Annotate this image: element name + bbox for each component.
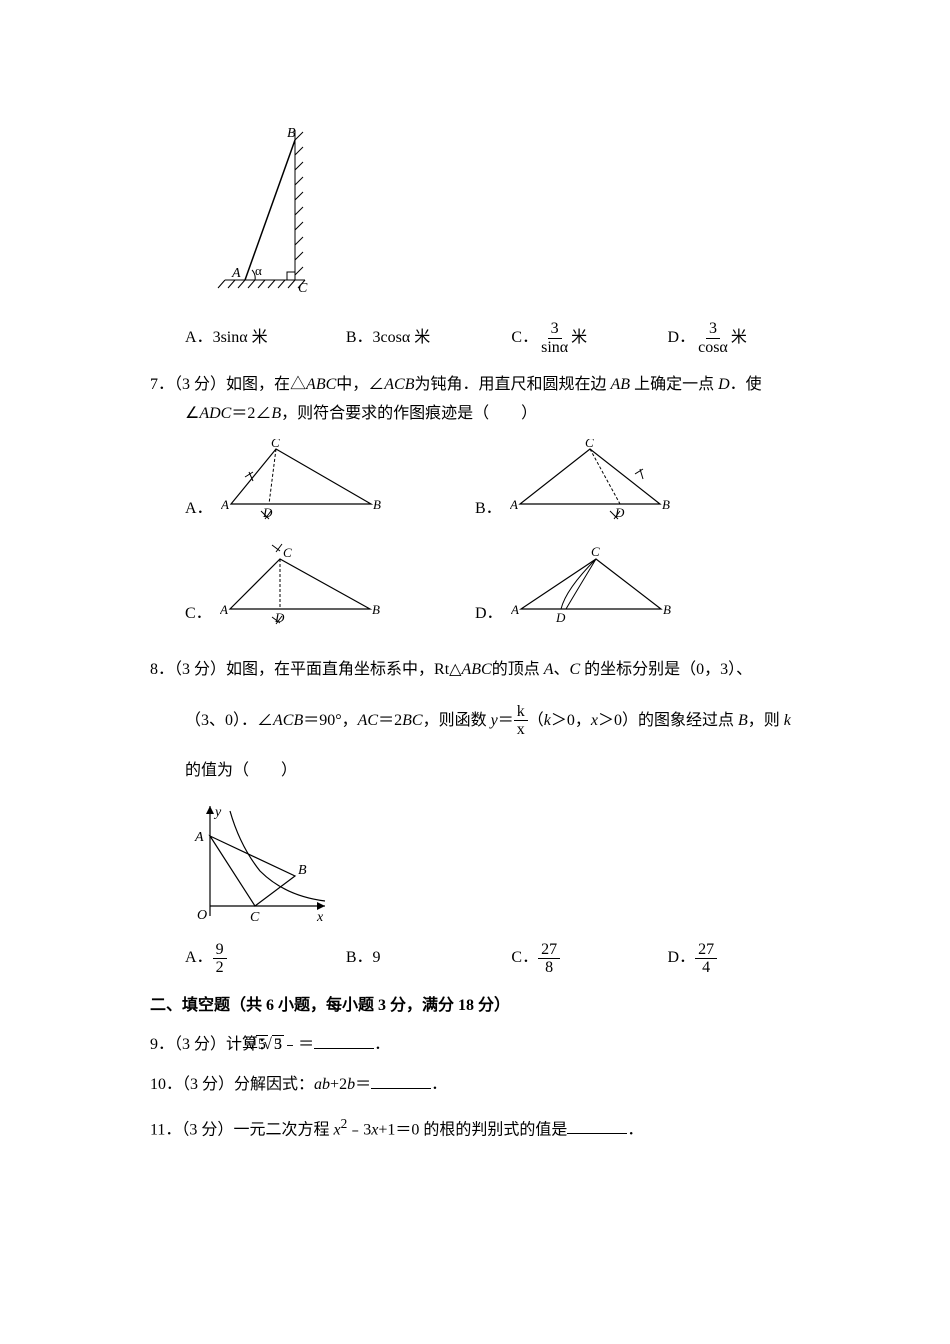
q8-text-line3: 的值为（ ） bbox=[150, 757, 800, 786]
opt-text: 3cosα 米 bbox=[373, 324, 431, 353]
svg-text:C: C bbox=[585, 439, 594, 450]
svg-text:O: O bbox=[197, 908, 207, 923]
triangle-d-svg: A B C D bbox=[511, 544, 671, 629]
svg-text:C: C bbox=[271, 439, 280, 450]
q9-text: 9．（3 分）计算：35﹣5＝． bbox=[150, 1031, 800, 1060]
answer-blank bbox=[371, 1088, 431, 1089]
answer-blank bbox=[567, 1133, 627, 1134]
fraction: 3 sinα bbox=[538, 320, 571, 356]
q6-option-b: B． 3cosα 米 bbox=[346, 324, 512, 353]
question-8: 8．（3 分）如图，在平面直角坐标系中，Rt△ABC的顶点 A、C 的坐标分别是… bbox=[150, 656, 800, 977]
svg-text:D: D bbox=[614, 505, 625, 520]
opt-label: B． bbox=[346, 944, 373, 973]
q7-fig-c: C． A B C D bbox=[185, 539, 475, 629]
section-2-header: 二、填空题（共 6 小题，每小题 3 分，满分 18 分） bbox=[150, 992, 800, 1021]
ladder-figure-svg: A B C α bbox=[210, 120, 320, 300]
svg-text:B: B bbox=[287, 126, 296, 141]
q7-figure-grid: A． A B C D B． A B C D bbox=[185, 439, 800, 644]
svg-text:x: x bbox=[316, 910, 324, 925]
svg-text:B: B bbox=[662, 497, 670, 512]
fraction: 9 2 bbox=[213, 941, 227, 977]
q8-options: A． 9 2 B． 9 C． 27 8 D． 27 4 bbox=[185, 941, 800, 977]
svg-text:A: A bbox=[221, 497, 229, 512]
q7-fig-b: B． A B C D bbox=[475, 439, 765, 524]
q8-option-b: B． 9 bbox=[346, 944, 512, 973]
q7-text-line1: 7．（3 分）如图，在△ABC中，∠ACB为钝角．用直尺和圆规在边 AB 上确定… bbox=[150, 371, 800, 400]
answer-blank bbox=[314, 1048, 374, 1049]
unit: 米 bbox=[571, 324, 587, 353]
q8-text-line2: （3、0）．∠ACB＝90°，AC＝2BC，则函数 y＝kx（k＞0，x＞0）的… bbox=[150, 703, 800, 739]
q7-text-line2: ∠ADC＝2∠B，则符合要求的作图痕迹是（ ） bbox=[150, 400, 800, 429]
opt-label: B． bbox=[346, 324, 373, 353]
question-9: 9．（3 分）计算：35﹣5＝． bbox=[150, 1031, 800, 1060]
q6-figure: A B C α bbox=[210, 120, 800, 300]
svg-text:D: D bbox=[262, 505, 273, 520]
fraction: 27 8 bbox=[538, 941, 560, 977]
svg-text:C: C bbox=[250, 910, 260, 925]
triangle-a-svg: A B C D bbox=[221, 439, 381, 524]
svg-text:B: B bbox=[663, 602, 671, 617]
q6-option-d: D． 3 cosα 米 bbox=[668, 320, 800, 356]
svg-text:y: y bbox=[213, 805, 222, 820]
svg-text:A: A bbox=[511, 602, 519, 617]
svg-text:A: A bbox=[510, 497, 518, 512]
svg-text:A: A bbox=[194, 830, 204, 845]
question-11: 11．（3 分）一元二次方程 x2﹣3x+1＝0 的根的判别式的值是． bbox=[150, 1112, 800, 1145]
q8-option-c: C． 27 8 bbox=[511, 941, 667, 977]
q8-text-line1: 8．（3 分）如图，在平面直角坐标系中，Rt△ABC的顶点 A、C 的坐标分别是… bbox=[150, 656, 800, 685]
q6-option-c: C． 3 sinα 米 bbox=[511, 320, 667, 356]
svg-text:D: D bbox=[274, 610, 285, 625]
q6-options: A． 3sinα 米 B． 3cosα 米 C． 3 sinα 米 D． 3 c… bbox=[185, 320, 800, 356]
opt-label: C． bbox=[511, 944, 538, 973]
svg-text:B: B bbox=[298, 863, 307, 878]
svg-text:α: α bbox=[255, 263, 262, 278]
svg-text:C: C bbox=[591, 544, 600, 559]
svg-text:B: B bbox=[372, 602, 380, 617]
opt-label: A． bbox=[185, 944, 213, 973]
q11-text: 11．（3 分）一元二次方程 x2﹣3x+1＝0 的根的判别式的值是． bbox=[150, 1112, 800, 1145]
svg-text:C: C bbox=[298, 281, 308, 296]
q8-figure: y x O A B C bbox=[185, 796, 800, 926]
opt-label: A． bbox=[185, 324, 213, 353]
svg-text:A: A bbox=[220, 602, 228, 617]
opt-label: D． bbox=[668, 944, 696, 973]
opt-label: D． bbox=[668, 324, 696, 353]
svg-text:B: B bbox=[373, 497, 381, 512]
svg-text:D: D bbox=[555, 610, 566, 625]
q8-option-d: D． 27 4 bbox=[668, 941, 800, 977]
question-7: 7．（3 分）如图，在△ABC中，∠ACB为钝角．用直尺和圆规在边 AB 上确定… bbox=[150, 371, 800, 644]
fraction: 27 4 bbox=[695, 941, 717, 977]
fraction: kx bbox=[514, 703, 528, 739]
opt-text: 3sinα 米 bbox=[213, 324, 268, 353]
coordinate-svg: y x O A B C bbox=[185, 796, 335, 926]
q7-fig-a: A． A B C D bbox=[185, 439, 475, 524]
q10-text: 10．（3 分）分解因式：ab+2b＝． bbox=[150, 1071, 800, 1100]
question-10: 10．（3 分）分解因式：ab+2b＝． bbox=[150, 1071, 800, 1100]
svg-text:C: C bbox=[283, 545, 292, 560]
fraction: 3 cosα bbox=[695, 320, 731, 356]
svg-text:A: A bbox=[231, 266, 241, 281]
triangle-b-svg: A B C D bbox=[510, 439, 670, 524]
unit: 米 bbox=[731, 324, 747, 353]
opt-label: C． bbox=[511, 324, 538, 353]
opt-text: 9 bbox=[373, 944, 381, 973]
q6-option-a: A． 3sinα 米 bbox=[185, 324, 346, 353]
q8-option-a: A． 9 2 bbox=[185, 941, 346, 977]
triangle-c-svg: A B C D bbox=[220, 539, 380, 629]
q7-fig-d: D． A B C D bbox=[475, 539, 765, 629]
